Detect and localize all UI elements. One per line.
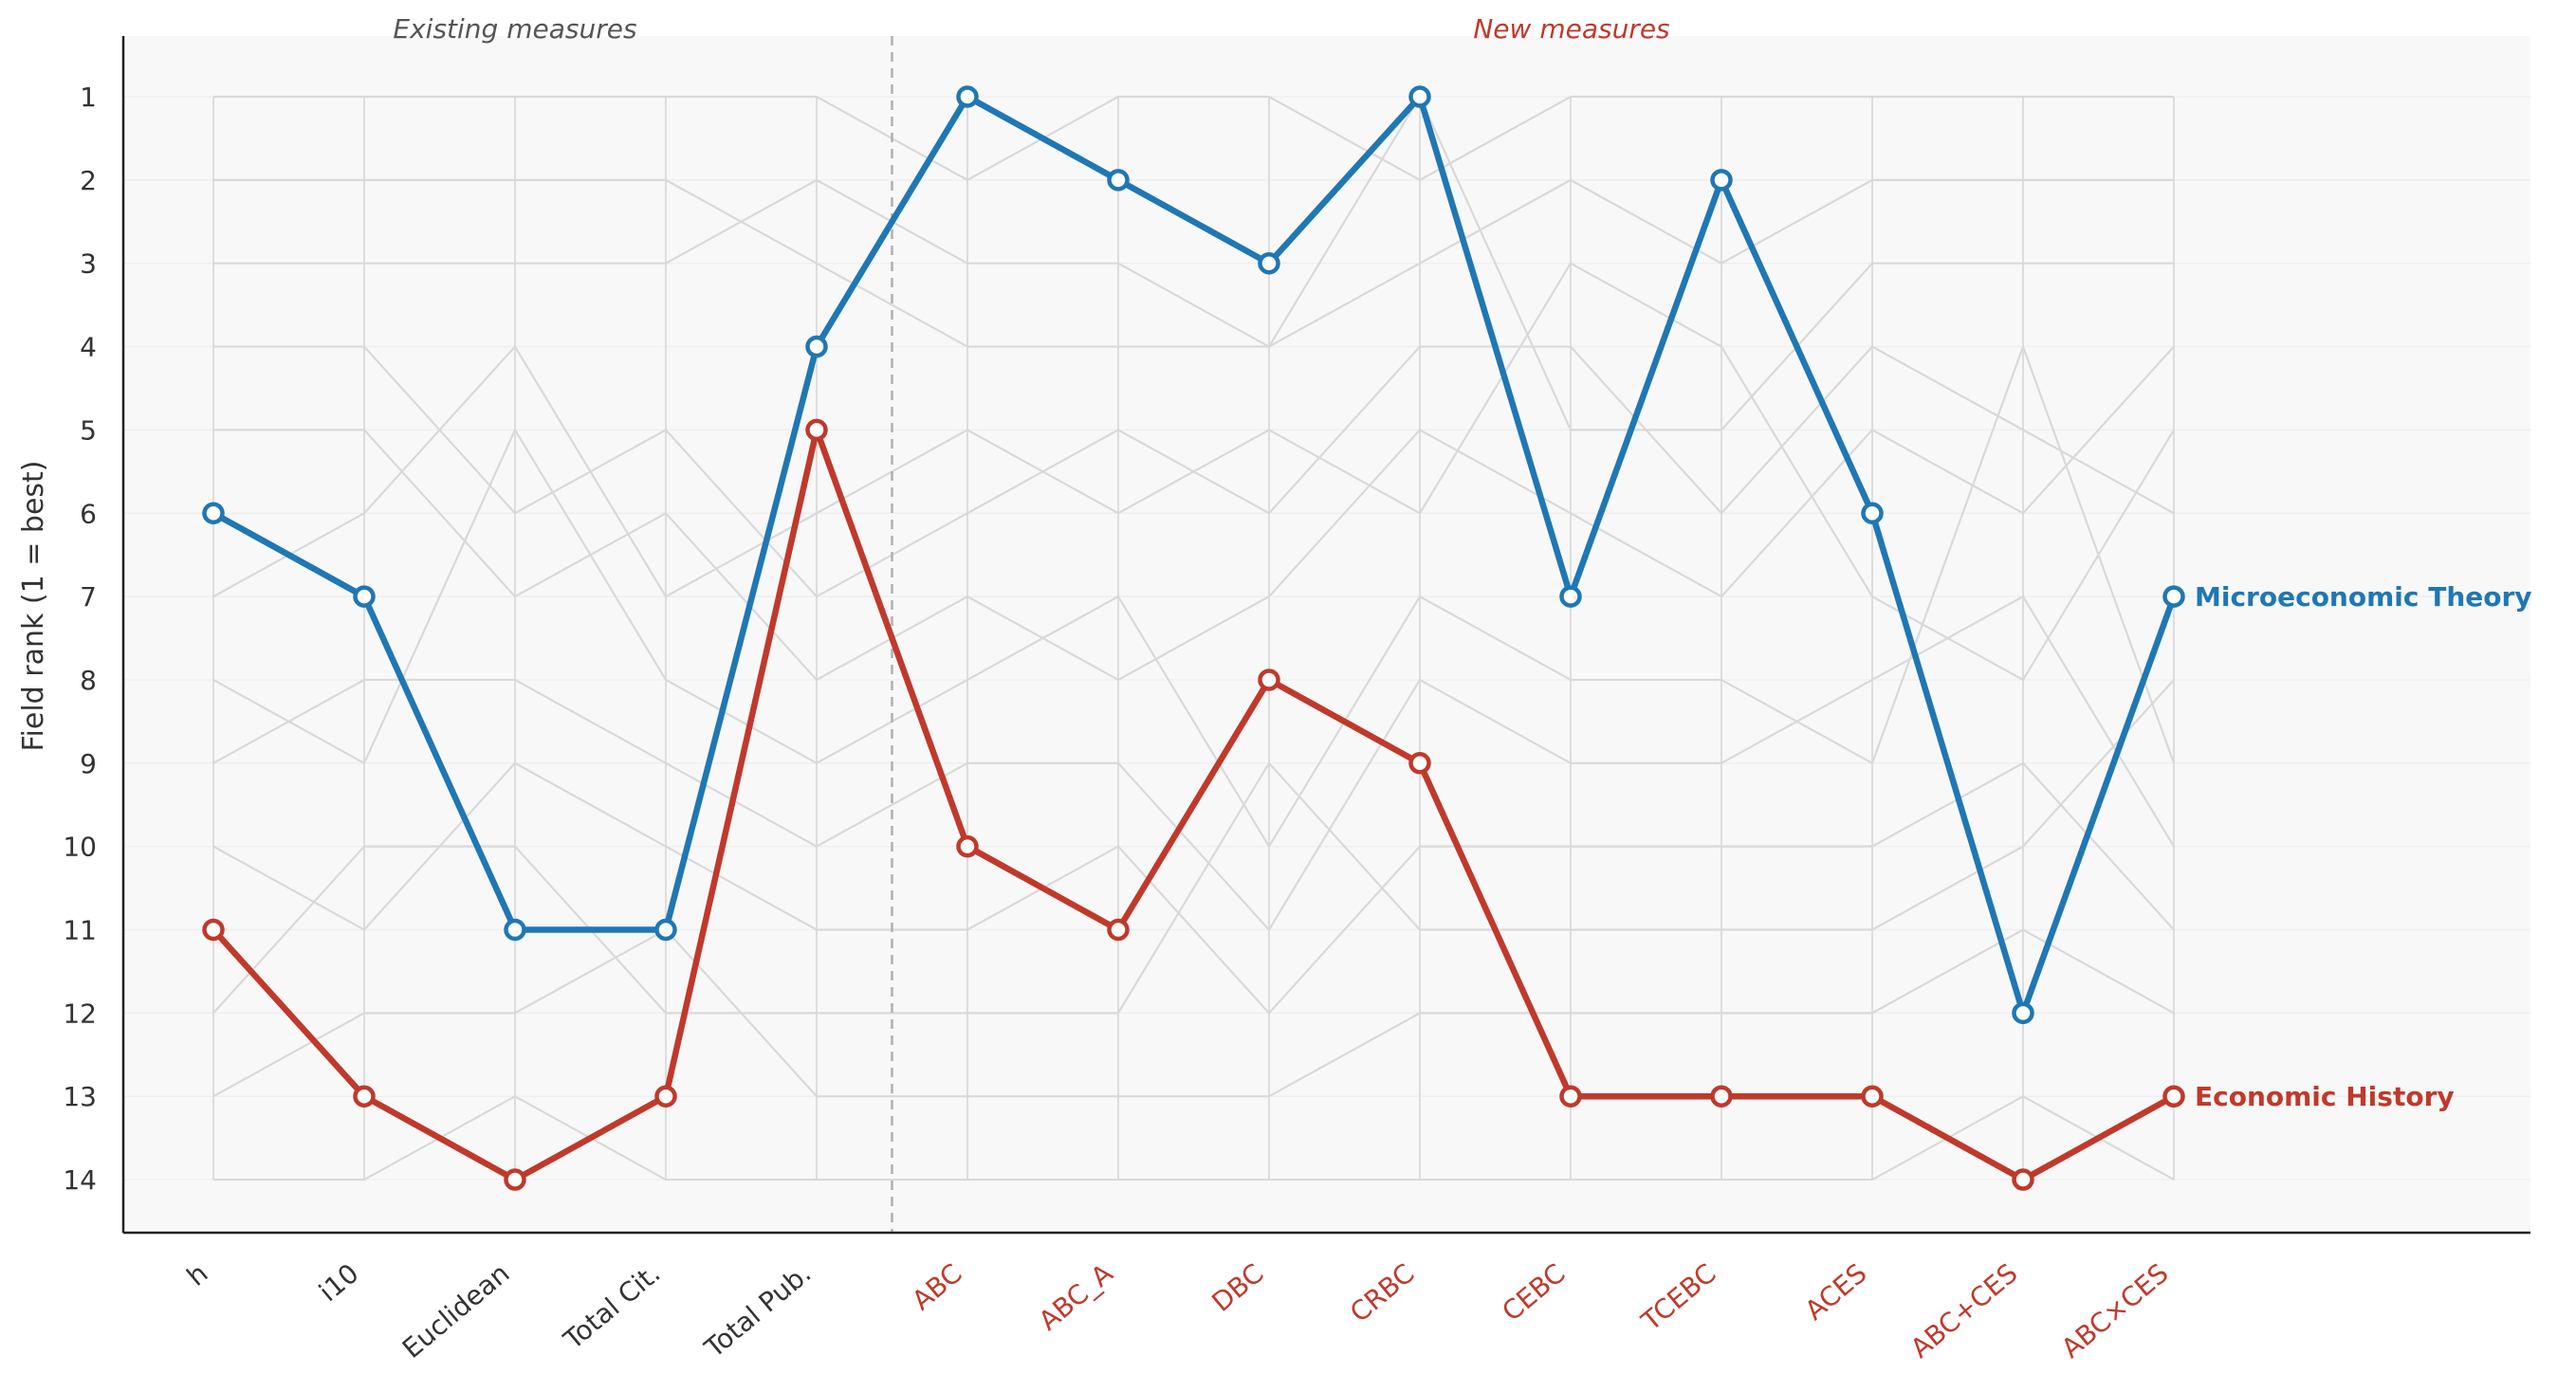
y-tick-label: 12 xyxy=(63,998,97,1029)
data-point xyxy=(1861,1085,1884,1108)
y-tick-label: 10 xyxy=(63,832,97,863)
x-tick-label: TCEBC xyxy=(1635,1257,1722,1337)
background-series-line xyxy=(212,595,2175,932)
x-tick-label: Total Pub. xyxy=(698,1257,817,1365)
data-point xyxy=(1258,251,1280,275)
data-point xyxy=(2012,1168,2034,1191)
background-series-line xyxy=(212,343,2176,849)
data-point xyxy=(805,418,828,442)
background-series-line xyxy=(212,262,2175,682)
y-tick-label: 13 xyxy=(63,1081,97,1112)
series-line-economic-history xyxy=(210,427,2178,1183)
background-series-line xyxy=(213,178,2174,348)
y-tick-label: 3 xyxy=(80,248,97,280)
y-tick-label: 11 xyxy=(63,915,97,946)
y-tick-label: 2 xyxy=(80,165,97,196)
y-tick-label: 7 xyxy=(80,581,97,613)
plot-area xyxy=(123,36,2530,1233)
x-tick-label: CRBC xyxy=(1344,1257,1420,1328)
y-tick-label: 4 xyxy=(80,332,97,363)
data-point xyxy=(504,918,526,942)
data-point xyxy=(654,918,677,942)
y-tick-label: 1 xyxy=(80,82,97,113)
x-tick-label: ABC_A xyxy=(1033,1257,1119,1337)
data-point xyxy=(202,502,225,524)
y-tick-label: 9 xyxy=(80,748,97,779)
x-tick-label: ABC+CES xyxy=(1904,1257,2023,1365)
x-tick-label: h xyxy=(181,1257,214,1292)
data-point xyxy=(1710,169,1733,192)
background-series-line xyxy=(213,95,2174,182)
data-point xyxy=(1861,502,1884,524)
data-point xyxy=(1107,169,1130,192)
x-tick-label: Euclidean xyxy=(396,1257,516,1365)
data-point xyxy=(805,335,828,358)
data-point xyxy=(1408,752,1431,775)
data-point xyxy=(1559,1085,1582,1108)
x-tick-label: ACES xyxy=(1799,1257,1873,1327)
data-point xyxy=(2012,1001,2034,1025)
data-point xyxy=(353,585,376,608)
x-tick-label: i10 xyxy=(313,1257,364,1308)
background-series-line xyxy=(212,761,2175,1015)
background-series-line xyxy=(212,928,2175,1098)
data-point xyxy=(654,1085,677,1108)
data-point xyxy=(1559,585,1582,608)
group-label: New measures xyxy=(1473,13,1669,45)
data-point xyxy=(2162,1085,2185,1108)
x-tick-label: DBC xyxy=(1205,1257,1269,1318)
x-tick-label: ABC xyxy=(906,1257,967,1316)
x-tick-label: ABC×CES xyxy=(2055,1257,2174,1365)
x-tick-label: Total Cit. xyxy=(557,1257,666,1356)
y-tick-label: 6 xyxy=(80,498,97,529)
data-point xyxy=(1258,669,1280,691)
background-series-line xyxy=(213,94,2174,431)
data-point xyxy=(202,918,225,942)
series-line-microeconomic-theory xyxy=(210,93,2178,1017)
x-tick-label: CEBC xyxy=(1496,1257,1571,1328)
y-tick-label: 5 xyxy=(80,414,97,446)
series-label: Economic History xyxy=(2195,1081,2455,1112)
group-label: Existing measures xyxy=(393,13,636,45)
data-point xyxy=(1408,85,1431,108)
data-point xyxy=(504,1168,526,1191)
data-point xyxy=(2162,585,2185,608)
y-tick-label: 14 xyxy=(63,1164,97,1196)
data-point xyxy=(956,834,979,858)
data-point xyxy=(1710,1085,1733,1108)
series-label: Microeconomic Theory xyxy=(2195,581,2532,613)
y-tick-label: 8 xyxy=(80,665,97,696)
background-series-line xyxy=(213,1094,2175,1181)
data-point xyxy=(353,1085,376,1108)
y-axis-label: Field rank (1 = best) xyxy=(17,460,50,751)
data-point xyxy=(1107,918,1130,942)
background-series-line xyxy=(212,679,2175,1015)
data-point xyxy=(956,85,979,108)
